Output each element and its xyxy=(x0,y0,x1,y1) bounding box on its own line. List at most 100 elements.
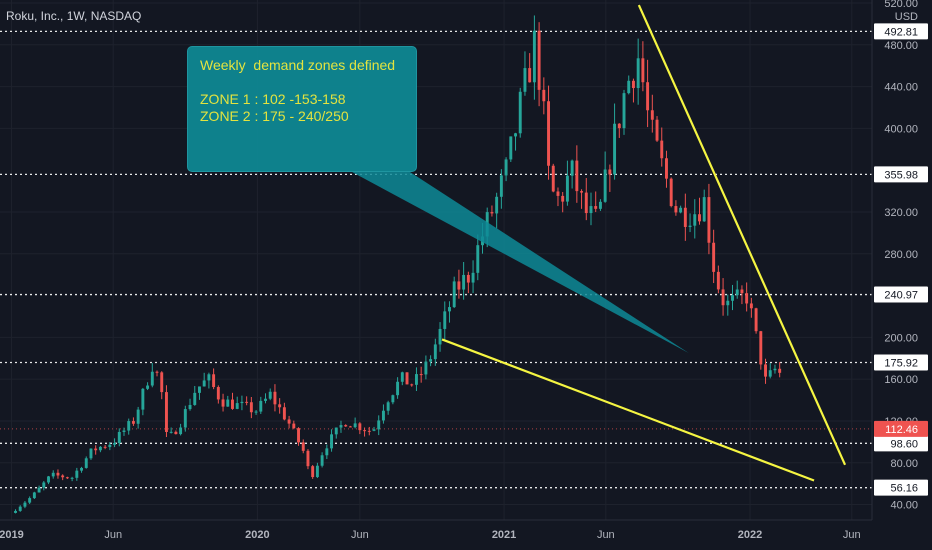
candle-body xyxy=(42,482,46,488)
candles xyxy=(14,15,782,514)
candle-body xyxy=(306,450,310,467)
candle-body xyxy=(414,374,418,385)
time-tick-label: Jun xyxy=(597,529,615,541)
candle-body xyxy=(683,207,687,227)
candle-body xyxy=(391,395,395,403)
candle-body xyxy=(561,195,565,202)
candle-body xyxy=(160,372,164,393)
callout-pointer xyxy=(352,172,689,354)
candle-body xyxy=(65,477,69,479)
candle-body xyxy=(466,274,470,283)
candle-body xyxy=(358,423,362,431)
candle-body xyxy=(28,498,32,503)
candle-body xyxy=(707,197,711,243)
callout-line-3: ZONE 2 : 175 - 240/250 xyxy=(200,108,349,124)
candle-body xyxy=(613,123,617,175)
candle-body xyxy=(589,206,593,214)
candle-body xyxy=(759,331,763,365)
candle-body xyxy=(381,410,385,421)
last-price-tag xyxy=(874,420,928,437)
candle-body xyxy=(462,274,466,290)
candle-body xyxy=(693,214,697,226)
callout-spacer xyxy=(200,74,404,91)
candle-body xyxy=(665,158,668,179)
level-tag-label: 355.98 xyxy=(884,169,918,181)
candle-body xyxy=(386,402,390,411)
candle-body xyxy=(221,399,225,407)
candle-body xyxy=(627,80,631,94)
candle-body xyxy=(594,206,598,209)
candle-body xyxy=(410,384,414,386)
candle-body xyxy=(768,370,772,377)
symbol-title: Roku, Inc., 1W, NASDAQ xyxy=(6,9,142,23)
candle-body xyxy=(70,477,74,479)
candle-body xyxy=(608,169,612,175)
candle-body xyxy=(51,472,55,477)
candle-body xyxy=(740,289,744,294)
candle-body xyxy=(631,80,635,89)
demand-zones-callout[interactable]: Weekly demand zones defined ZONE 1 : 102… xyxy=(187,46,417,172)
level-tag-label: 56.16 xyxy=(890,483,918,495)
candle-body xyxy=(537,30,541,90)
candle-body xyxy=(698,214,701,222)
candle-body xyxy=(61,475,65,478)
candle-body xyxy=(452,281,456,308)
candle-body xyxy=(660,140,664,159)
callout-line-1: Weekly demand zones defined xyxy=(200,57,396,73)
candle-body xyxy=(169,431,173,433)
level-tag-label: 98.60 xyxy=(890,438,918,450)
candle-body xyxy=(731,295,734,301)
candle-body xyxy=(726,300,730,306)
candle-body xyxy=(98,446,102,451)
candle-body xyxy=(499,175,503,197)
candle-body xyxy=(198,386,201,393)
candle-body xyxy=(504,159,508,176)
trendlines[interactable] xyxy=(352,4,847,482)
candle-body xyxy=(419,374,423,376)
horizontal-levels xyxy=(0,30,872,489)
candle-body xyxy=(183,409,187,428)
candle-body xyxy=(570,160,574,176)
candle-body xyxy=(127,421,131,431)
candle-body xyxy=(702,197,706,222)
candle-body xyxy=(603,169,607,202)
level-tag xyxy=(874,435,928,452)
time-tick-label: 2019 xyxy=(0,529,24,541)
candle-body xyxy=(231,399,234,409)
candle-body xyxy=(457,281,461,290)
price-axis[interactable]: 520.00 480.00 440.00 400.00 320.00 280.00 200.… xyxy=(871,0,932,550)
candle-body xyxy=(103,446,107,448)
candle-body xyxy=(646,82,650,111)
candle-body xyxy=(433,344,437,360)
time-axis[interactable]: 2019 Jun 2020 Jun 2021 Jun 2022 Jun xyxy=(0,519,872,541)
candle-body xyxy=(179,427,183,435)
candle-body xyxy=(490,212,494,214)
candle-body xyxy=(155,371,159,373)
candle-body xyxy=(551,165,555,192)
candle-body xyxy=(344,425,348,427)
candle-body xyxy=(212,374,216,388)
candle-body xyxy=(471,272,475,283)
trendline xyxy=(637,4,847,466)
candle-body xyxy=(476,245,480,273)
candle-body xyxy=(193,392,197,405)
candle-body xyxy=(301,442,305,451)
candle-body xyxy=(37,487,41,493)
candle-body xyxy=(367,430,371,432)
time-tick-label: Jun xyxy=(843,529,861,541)
candle-body xyxy=(565,175,569,202)
candle-body xyxy=(580,191,584,193)
candle-body xyxy=(514,133,517,137)
price-tick-label: 80.00 xyxy=(890,458,918,470)
grid xyxy=(0,0,872,520)
candle-body xyxy=(84,458,88,468)
candle-body xyxy=(23,502,27,507)
time-tick-label: 2022 xyxy=(738,529,762,541)
candle-body xyxy=(235,403,239,409)
candle-body xyxy=(89,448,93,459)
candle-body xyxy=(716,271,720,290)
candle-body xyxy=(674,206,678,213)
candle-body xyxy=(113,443,117,445)
candle-body xyxy=(75,470,79,478)
